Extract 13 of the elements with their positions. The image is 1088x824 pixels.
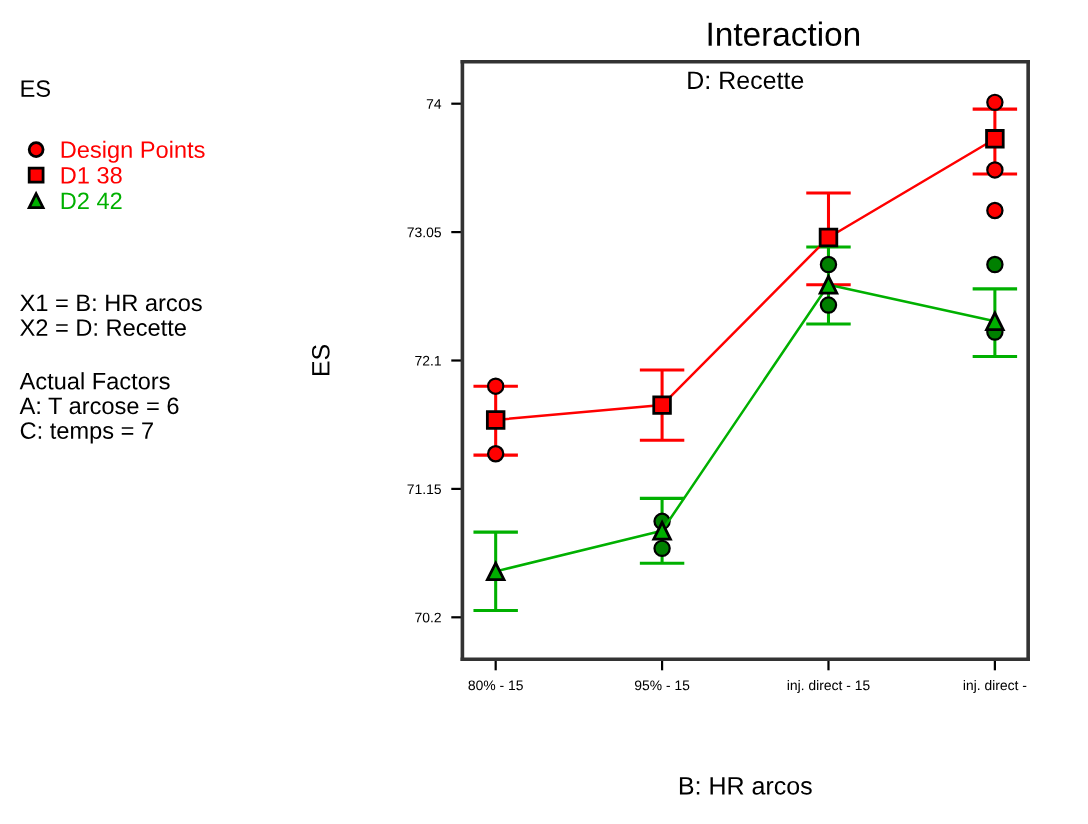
y-axis-title: ES [311, 344, 330, 376]
chart-title: Interaction [708, 21, 860, 47]
chart-subtitle: D: Recette [688, 71, 804, 90]
text: ES [21, 80, 50, 97]
legend-label: Design Points [61, 140, 205, 163]
legend-label: D1 38 [61, 166, 122, 184]
text: X2 = D: Recette [20, 319, 186, 336]
text: C: temps = 7 [20, 422, 153, 444]
text: Actual Factors [19, 372, 170, 390]
text: X1 = B: HR arcos [20, 294, 202, 312]
x-axis-title: B: HR arcos [679, 777, 812, 795]
legend-label: D2 42 [61, 192, 122, 209]
text: A: T arcose = 6 [19, 397, 179, 415]
